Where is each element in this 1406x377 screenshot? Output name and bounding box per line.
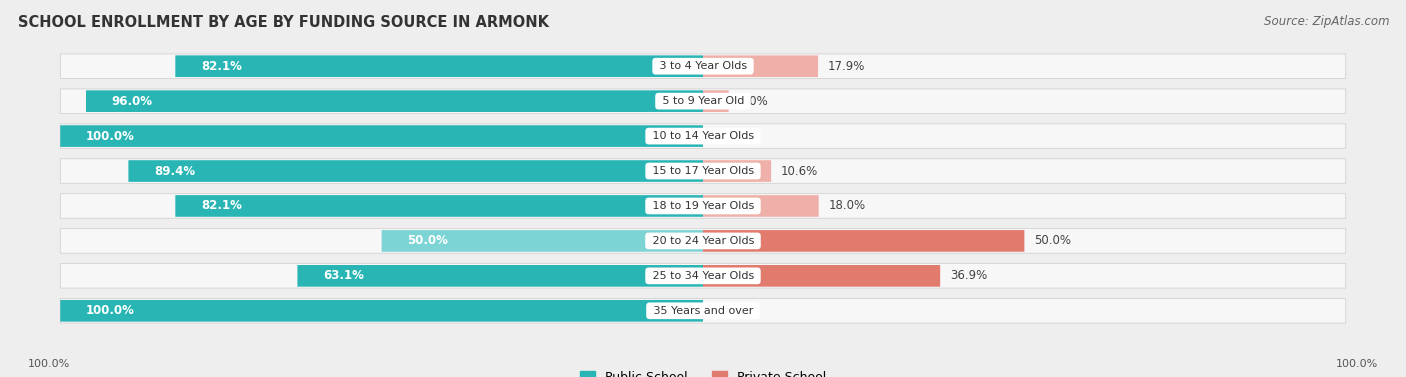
Text: 100.0%: 100.0%: [86, 130, 135, 143]
Text: 35 Years and over: 35 Years and over: [650, 306, 756, 316]
FancyBboxPatch shape: [60, 159, 1346, 183]
Text: 5 to 9 Year Old: 5 to 9 Year Old: [658, 96, 748, 106]
FancyBboxPatch shape: [128, 160, 703, 182]
Text: 100.0%: 100.0%: [28, 359, 70, 369]
FancyBboxPatch shape: [60, 125, 703, 147]
FancyBboxPatch shape: [60, 124, 1346, 148]
Text: 18 to 19 Year Olds: 18 to 19 Year Olds: [648, 201, 758, 211]
Text: 0.0%: 0.0%: [713, 130, 742, 143]
Text: 82.1%: 82.1%: [201, 199, 242, 213]
FancyBboxPatch shape: [176, 195, 703, 217]
Text: 15 to 17 Year Olds: 15 to 17 Year Olds: [648, 166, 758, 176]
FancyBboxPatch shape: [703, 55, 818, 77]
Text: 63.1%: 63.1%: [323, 269, 364, 282]
Text: 36.9%: 36.9%: [950, 269, 987, 282]
Text: 17.9%: 17.9%: [828, 60, 865, 73]
Text: 50.0%: 50.0%: [408, 234, 449, 247]
Text: 82.1%: 82.1%: [201, 60, 242, 73]
Text: 20 to 24 Year Olds: 20 to 24 Year Olds: [648, 236, 758, 246]
Text: 10 to 14 Year Olds: 10 to 14 Year Olds: [648, 131, 758, 141]
FancyBboxPatch shape: [60, 229, 1346, 253]
FancyBboxPatch shape: [60, 299, 1346, 323]
Text: 3 to 4 Year Olds: 3 to 4 Year Olds: [655, 61, 751, 71]
FancyBboxPatch shape: [176, 55, 703, 77]
FancyBboxPatch shape: [298, 265, 703, 287]
FancyBboxPatch shape: [703, 230, 1025, 252]
FancyBboxPatch shape: [60, 54, 1346, 78]
Text: 50.0%: 50.0%: [1033, 234, 1071, 247]
Text: 0.0%: 0.0%: [713, 304, 742, 317]
FancyBboxPatch shape: [703, 265, 941, 287]
FancyBboxPatch shape: [703, 160, 770, 182]
Text: 100.0%: 100.0%: [1336, 359, 1378, 369]
FancyBboxPatch shape: [60, 194, 1346, 218]
Text: 18.0%: 18.0%: [828, 199, 866, 213]
FancyBboxPatch shape: [60, 264, 1346, 288]
FancyBboxPatch shape: [703, 90, 728, 112]
FancyBboxPatch shape: [381, 230, 703, 252]
Text: 25 to 34 Year Olds: 25 to 34 Year Olds: [648, 271, 758, 281]
Text: 100.0%: 100.0%: [86, 304, 135, 317]
Text: SCHOOL ENROLLMENT BY AGE BY FUNDING SOURCE IN ARMONK: SCHOOL ENROLLMENT BY AGE BY FUNDING SOUR…: [18, 15, 550, 30]
Text: 10.6%: 10.6%: [780, 164, 818, 178]
Text: 4.0%: 4.0%: [738, 95, 768, 108]
Legend: Public School, Private School: Public School, Private School: [575, 366, 831, 377]
Text: 89.4%: 89.4%: [155, 164, 195, 178]
FancyBboxPatch shape: [703, 195, 818, 217]
FancyBboxPatch shape: [86, 90, 703, 112]
FancyBboxPatch shape: [60, 89, 1346, 113]
FancyBboxPatch shape: [60, 300, 703, 322]
Text: 96.0%: 96.0%: [111, 95, 153, 108]
Text: Source: ZipAtlas.com: Source: ZipAtlas.com: [1264, 15, 1389, 28]
